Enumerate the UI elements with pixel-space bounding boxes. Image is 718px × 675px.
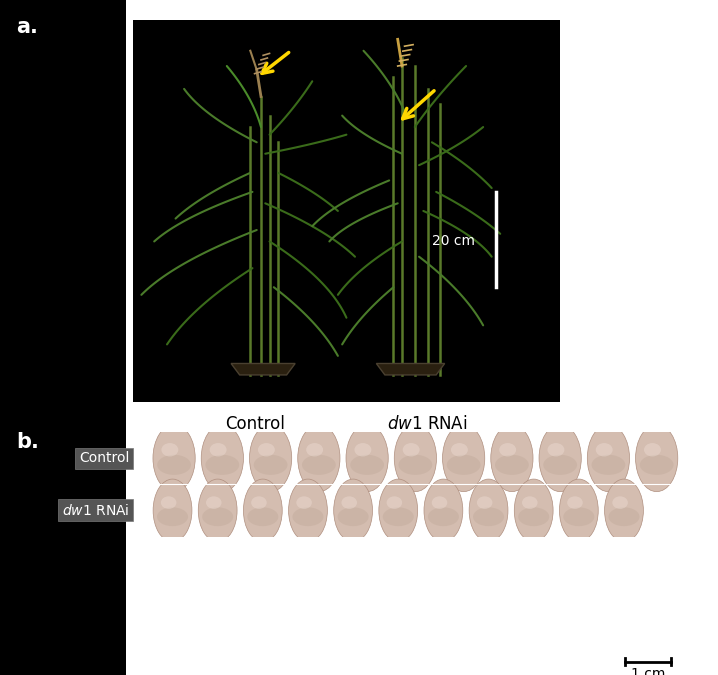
Ellipse shape [432, 496, 447, 509]
Polygon shape [376, 363, 444, 375]
Text: 1 cm: 1 cm [631, 667, 665, 675]
Ellipse shape [243, 479, 282, 542]
Text: b.: b. [16, 432, 39, 452]
Ellipse shape [162, 443, 178, 456]
Ellipse shape [297, 496, 312, 509]
Ellipse shape [539, 425, 582, 491]
Ellipse shape [451, 443, 468, 456]
Text: $\mathit{dw1}$ RNAi: $\mathit{dw1}$ RNAi [387, 415, 467, 433]
Ellipse shape [398, 455, 432, 475]
Ellipse shape [355, 443, 371, 456]
Ellipse shape [495, 455, 528, 475]
Ellipse shape [635, 425, 678, 491]
Ellipse shape [644, 443, 661, 456]
Ellipse shape [514, 479, 553, 542]
Ellipse shape [477, 496, 493, 509]
Ellipse shape [428, 508, 459, 526]
Ellipse shape [447, 455, 480, 475]
Ellipse shape [544, 455, 577, 475]
Bar [133, 20, 560, 402]
Ellipse shape [587, 425, 630, 491]
Text: a.: a. [16, 17, 37, 37]
Ellipse shape [491, 425, 533, 491]
Ellipse shape [289, 479, 327, 542]
Ellipse shape [292, 508, 324, 526]
Ellipse shape [202, 508, 233, 526]
Ellipse shape [379, 479, 418, 542]
Ellipse shape [608, 508, 640, 526]
Ellipse shape [157, 455, 191, 475]
Ellipse shape [251, 496, 266, 509]
Ellipse shape [306, 443, 323, 456]
Ellipse shape [559, 479, 598, 542]
Ellipse shape [153, 479, 192, 542]
Ellipse shape [247, 508, 279, 526]
Ellipse shape [596, 443, 612, 456]
Ellipse shape [567, 496, 583, 509]
Ellipse shape [334, 479, 373, 542]
Ellipse shape [253, 455, 287, 475]
Ellipse shape [201, 425, 243, 491]
Ellipse shape [383, 508, 414, 526]
Ellipse shape [302, 455, 336, 475]
Text: $\mathit{dw1}$ RNAi: $\mathit{dw1}$ RNAi [62, 503, 129, 518]
Ellipse shape [386, 496, 402, 509]
Ellipse shape [258, 443, 275, 456]
Ellipse shape [157, 508, 188, 526]
Ellipse shape [442, 425, 485, 491]
Ellipse shape [499, 443, 516, 456]
Ellipse shape [548, 443, 564, 456]
Ellipse shape [469, 479, 508, 542]
Ellipse shape [337, 508, 368, 526]
Polygon shape [231, 363, 295, 375]
Ellipse shape [205, 455, 239, 475]
Text: Control: Control [79, 451, 129, 465]
Text: Control: Control [225, 415, 285, 433]
Ellipse shape [153, 425, 195, 491]
Ellipse shape [249, 425, 292, 491]
Ellipse shape [161, 496, 177, 509]
Ellipse shape [424, 479, 463, 542]
Ellipse shape [612, 496, 628, 509]
Ellipse shape [298, 425, 340, 491]
Text: 20 cm: 20 cm [432, 234, 475, 248]
Ellipse shape [342, 496, 357, 509]
Ellipse shape [403, 443, 419, 456]
Bar [0, 0, 126, 675]
Ellipse shape [564, 508, 595, 526]
Ellipse shape [605, 479, 643, 542]
Ellipse shape [473, 508, 504, 526]
Ellipse shape [640, 455, 673, 475]
Ellipse shape [350, 455, 384, 475]
Ellipse shape [346, 425, 388, 491]
Ellipse shape [522, 496, 538, 509]
Ellipse shape [592, 455, 625, 475]
Ellipse shape [394, 425, 437, 491]
Ellipse shape [518, 508, 549, 526]
Ellipse shape [206, 496, 222, 509]
Ellipse shape [198, 479, 237, 542]
Ellipse shape [210, 443, 227, 456]
